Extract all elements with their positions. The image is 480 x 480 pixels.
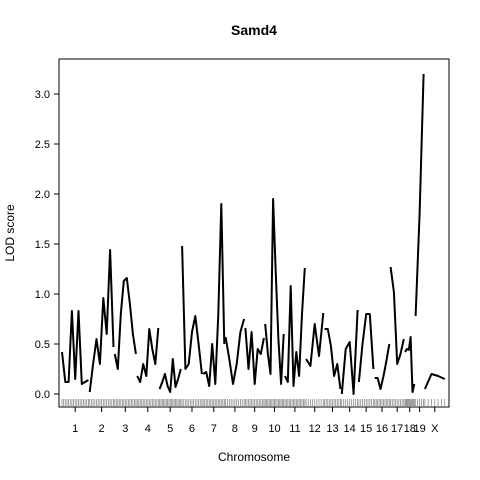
- lod-curve-chr-15: [357, 313, 375, 383]
- lod-curve-chr-14: [340, 309, 359, 395]
- x-tick-label-chr-5: 5: [167, 423, 173, 435]
- x-tick-label-chr-17: 17: [391, 423, 403, 435]
- lod-curve-chr-3: [113, 277, 137, 370]
- lod-curve-chr-16: [374, 343, 391, 390]
- lod-curve-chr-12: [305, 312, 325, 367]
- marker-rug: [61, 399, 446, 406]
- lod-curve-chr-10: [264, 198, 285, 385]
- lod-curve-chr-17: [389, 266, 405, 365]
- x-tick-label-chr-16: 16: [376, 423, 388, 435]
- x-tick-label-chr-8: 8: [232, 423, 238, 435]
- y-tick-label: 2.0: [35, 189, 50, 201]
- x-tick-label-chr-11: 11: [289, 423, 300, 435]
- x-tick-label-chr-19: 19: [413, 423, 425, 435]
- lod-curve-chr-9: [244, 327, 265, 385]
- lod-curve-chr-8: [224, 318, 246, 385]
- lod-curve-chr-2: [88, 249, 115, 393]
- lod-curve-chr-11: [284, 267, 306, 387]
- lod-curve-chr-13: [324, 328, 342, 390]
- y-axis: 0.0 0.5 1.0 1.5 2.0 2.5 3.0: [35, 89, 59, 401]
- x-tick-label-chr-13: 13: [326, 423, 338, 435]
- y-tick-label: 0.5: [35, 339, 50, 351]
- y-tick-label: 1.0: [35, 289, 50, 301]
- x-tick-label-chr-2: 2: [99, 423, 105, 435]
- x-tick-label-chr-X: X: [431, 423, 439, 435]
- x-tick-label-chr-9: 9: [252, 423, 258, 435]
- lod-curve-chr-7: [202, 203, 226, 387]
- x-tick-label-chr-15: 15: [360, 423, 372, 435]
- lod-curve-chr-5: [158, 358, 182, 393]
- y-tick-label: 2.5: [35, 139, 50, 151]
- lod-curve-chr-18: [404, 336, 416, 393]
- lod-curve-chr-X: [423, 373, 446, 390]
- y-tick-label: 3.0: [35, 89, 50, 101]
- x-tick-label-chr-10: 10: [268, 423, 280, 435]
- x-tick-label-chr-7: 7: [211, 423, 217, 435]
- lod-curve-chr-6: [181, 245, 203, 375]
- x-tick-label-chr-12: 12: [309, 423, 321, 435]
- x-tick-label-chr-1: 1: [72, 423, 78, 435]
- x-tick-label-chr-4: 4: [145, 423, 151, 435]
- lod-curve-chr-1: [61, 310, 89, 385]
- plot-frame: [58, 58, 450, 408]
- lod-curves: [61, 73, 446, 395]
- lod-curve-chr-4: [136, 327, 160, 383]
- chart-title: Samd4: [231, 22, 277, 38]
- lod-curve-chr-19: [414, 73, 425, 317]
- y-tick-label: 1.5: [35, 239, 50, 251]
- y-axis-label: LOD score: [3, 204, 17, 262]
- x-tick-label-chr-3: 3: [122, 423, 128, 435]
- x-tick-label-chr-18: 18: [404, 423, 416, 435]
- x-axis-label: Chromosome: [218, 450, 290, 464]
- y-tick-label: 0.0: [35, 389, 50, 401]
- x-tick-label-chr-14: 14: [344, 423, 356, 435]
- x-tick-label-chr-6: 6: [189, 423, 195, 435]
